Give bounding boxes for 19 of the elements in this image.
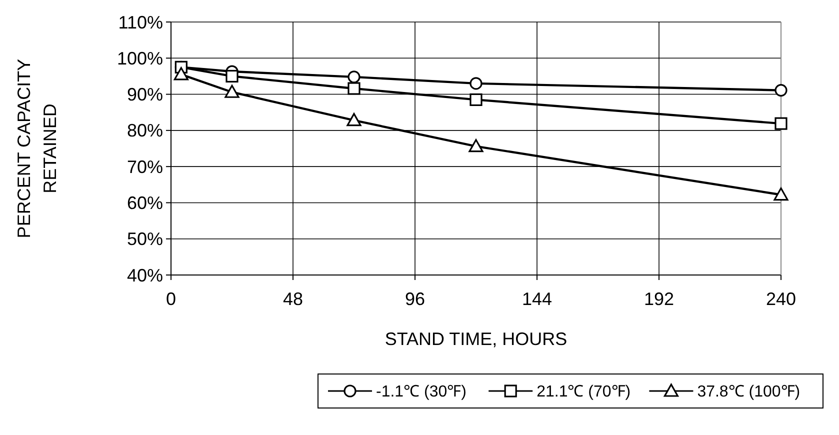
x-tick-label: 192: [644, 289, 674, 309]
y-tick-label: 100%: [116, 48, 163, 68]
x-tick-label: 96: [404, 289, 426, 309]
y-tick-label: 110%: [118, 12, 163, 32]
legend-label: 21.1℃ (70℉): [536, 384, 631, 401]
x-tick-label: 0: [166, 289, 176, 309]
legend-label: -1.1℃ (30℉): [376, 384, 466, 401]
y-tick-label: 40%: [126, 265, 163, 286]
x-tick-label: 144: [522, 289, 552, 309]
x-axis-title: STAND TIME, HOURS: [384, 329, 568, 349]
x-tick-label: 240: [766, 289, 796, 309]
y-tick-label: 80%: [126, 120, 163, 141]
y-tick-label: 50%: [126, 229, 163, 250]
legend-label: 37.8℃ (100℉): [697, 384, 800, 401]
y-tick-label: 70%: [126, 156, 163, 177]
y-tick-label: 90%: [126, 84, 163, 105]
y-axis-title: PERCENT CAPACITY RETAINED: [14, 58, 60, 238]
y-tick-label: 60%: [126, 193, 163, 214]
x-tick-label: 48: [282, 289, 304, 309]
